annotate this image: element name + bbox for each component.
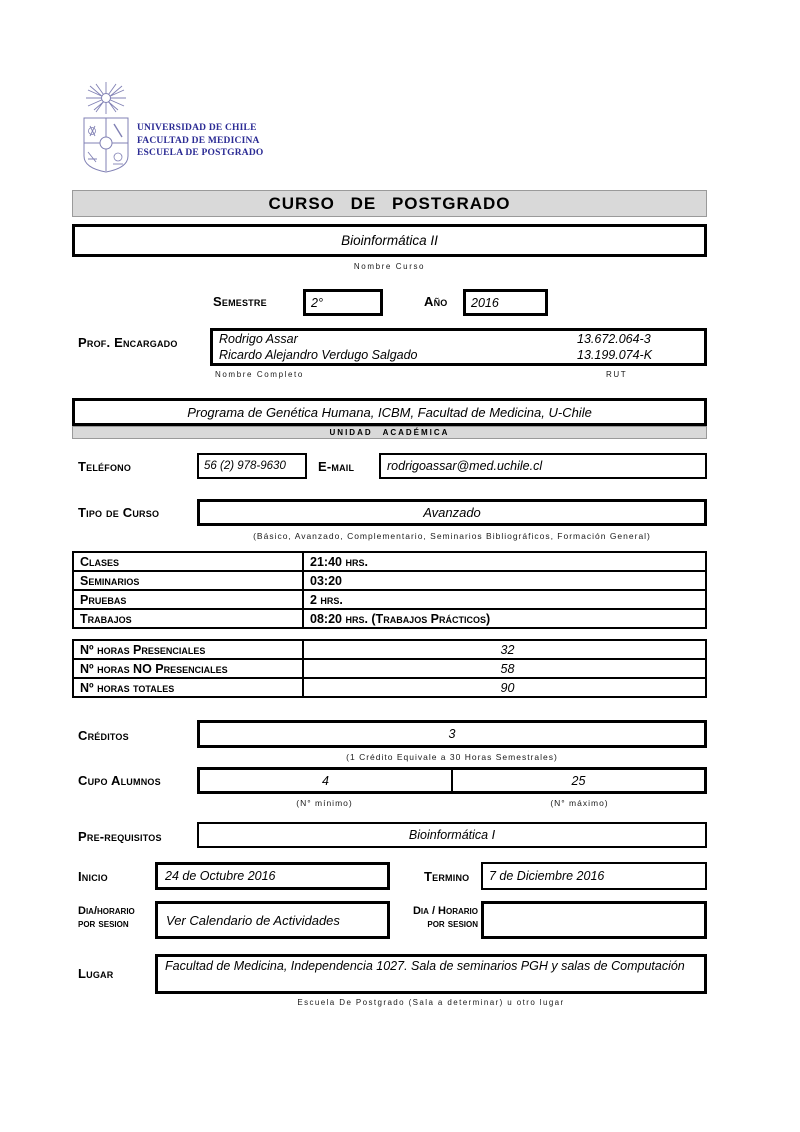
hours-row-label: Seminarios <box>72 570 304 591</box>
credits-value: 3 <box>448 727 456 741</box>
phone-value: 56 (2) 978-9630 <box>204 460 286 472</box>
semester-value: 2° <box>311 295 323 310</box>
semester-field: 2° <box>303 289 383 316</box>
table-row: Rodrigo Assar 13.672.064-3 <box>213 331 704 347</box>
hours-row-label: Pruebas <box>72 589 304 610</box>
table-row: Trabajos 08:20 hrs. (Trabajos Prácticos) <box>72 608 707 629</box>
schedule-value: Ver Calendario de Actividades <box>166 912 340 928</box>
phone-label: Teléfono <box>78 459 132 474</box>
presence-row-label: Nº horas totales <box>72 677 304 698</box>
quota-label: Cupo Alumnos <box>78 773 161 788</box>
course-type-label: Tipo de Curso <box>78 505 160 520</box>
location-label: Lugar <box>78 966 114 981</box>
schedule-label2-line2: por sesion <box>427 918 478 930</box>
university-name-line1: UNIVERSIDAD DE CHILE <box>137 123 257 133</box>
email-field: rodrigoassar@med.uchile.cl <box>379 453 707 479</box>
start-date-label: Inicio <box>78 869 108 884</box>
hours-row-value: 21:40 hrs. <box>302 551 707 572</box>
schedule-label-line2: por sesion <box>78 918 129 930</box>
start-date-value: 24 de Octubre 2016 <box>165 869 276 883</box>
schedule-label-line1: Dia/horario <box>78 905 135 917</box>
schedule-field: Ver Calendario de Actividades <box>155 901 390 939</box>
hours-table: Clases 21:40 hrs. Seminarios 03:20 Prueb… <box>72 551 707 629</box>
schedule-label-2: Dia / Horario por sesion <box>390 905 478 931</box>
university-name-line3: ESCUELA DE POSTGRADO <box>137 148 264 158</box>
presence-row-label: Nº horas NO Presenciales <box>72 658 304 679</box>
academic-unit-field: Programa de Genética Humana, ICBM, Facul… <box>72 398 707 426</box>
table-row: Nº horas NO Presenciales 58 <box>72 658 707 679</box>
year-label: Año <box>424 294 448 309</box>
prerequisites-value: Bioinformática I <box>408 828 496 842</box>
table-row: Nº horas Presenciales 32 <box>72 639 707 660</box>
quota-min-value: 4 <box>322 773 329 788</box>
course-type-value: Avanzado <box>423 505 481 520</box>
university-name-block: UNIVERSIDAD DE CHILE FACULTAD DE MEDICIN… <box>137 122 263 160</box>
university-crest-icon <box>76 80 136 175</box>
hours-row-value: 08:20 hrs. (Trabajos Prácticos) <box>302 608 707 629</box>
location-value: Facultad de Medicina, Independencia 1027… <box>165 959 685 973</box>
table-row: Pruebas 2 hrs. <box>72 589 707 610</box>
academic-unit-bar: UNIDAD ACADÉMICA <box>72 426 707 439</box>
course-name-field: Bioinformática II <box>72 224 707 257</box>
location-field: Facultad de Medicina, Independencia 1027… <box>155 954 707 994</box>
title-bar: CURSO DE POSTGRADO <box>72 190 707 217</box>
table-row: Nº horas totales 90 <box>72 677 707 698</box>
hours-row-label: Clases <box>72 551 304 572</box>
quota-max-value: 25 <box>571 773 586 788</box>
hours-row-value: 03:20 <box>302 570 707 591</box>
end-date-field: 7 de Diciembre 2016 <box>481 862 707 890</box>
prerequisites-field: Bioinformática I <box>197 822 707 848</box>
end-date-label: Termino <box>424 869 470 884</box>
credits-label: Créditos <box>78 728 129 743</box>
hours-row-label: Trabajos <box>72 608 304 629</box>
presence-row-value: 90 <box>302 677 707 698</box>
quota-field: 4 25 <box>197 767 707 794</box>
hours-row-value: 2 hrs. <box>302 589 707 610</box>
schedule-label2-line1: Dia / Horario <box>412 905 478 917</box>
schedule-label: Dia/horario por sesion <box>78 905 135 931</box>
quota-max-caption: (N° máximo) <box>550 798 609 808</box>
professor-rut: 13.199.074-K <box>577 348 653 362</box>
location-caption: Escuela De Postgrado (Sala a determinar)… <box>297 998 565 1007</box>
presence-row-label: Nº horas Presenciales <box>72 639 304 660</box>
quota-min-caption: (N° mínimo) <box>296 798 353 808</box>
phone-field: 56 (2) 978-9630 <box>197 453 307 479</box>
presence-row-value: 58 <box>302 658 707 679</box>
page-title: CURSO DE POSTGRADO <box>268 193 511 213</box>
professor-rut-caption: RUT <box>606 370 628 379</box>
presence-row-value: 32 <box>302 639 707 660</box>
course-type-field: Avanzado <box>197 499 707 526</box>
credits-caption: (1 Crédito Equivale a 30 Horas Semestral… <box>346 752 558 762</box>
email-value: rodrigoassar@med.uchile.cl <box>387 459 543 473</box>
professor-name-caption: Nombre Completo <box>215 370 304 379</box>
year-value: 2016 <box>471 295 499 310</box>
academic-unit-caption: UNIDAD ACADÉMICA <box>329 428 450 437</box>
academic-unit-value: Programa de Genética Humana, ICBM, Facul… <box>187 404 592 420</box>
professor-field: Rodrigo Assar 13.672.064-3 Ricardo Aleja… <box>210 328 707 366</box>
quota-min-cell: 4 <box>200 770 453 791</box>
university-name-line2: FACULTAD DE MEDICINA <box>137 135 260 146</box>
professor-name: Rodrigo Assar <box>219 332 298 346</box>
professor-rut: 13.672.064-3 <box>577 332 651 346</box>
semester-label: Semestre <box>213 294 267 309</box>
end-date-value: 7 de Diciembre 2016 <box>489 869 605 883</box>
course-name-value: Bioinformática II <box>341 233 438 248</box>
professor-label: Prof. Encargado <box>78 335 178 350</box>
schedule-field-2 <box>481 901 707 939</box>
course-name-caption: Nombre Curso <box>353 262 426 271</box>
professor-name: Ricardo Alejandro Verdugo Salgado <box>219 348 418 362</box>
year-field: 2016 <box>463 289 548 316</box>
presence-hours-table: Nº horas Presenciales 32 Nº horas NO Pre… <box>72 639 707 698</box>
table-row: Ricardo Alejandro Verdugo Salgado 13.199… <box>213 347 704 363</box>
table-row: Clases 21:40 hrs. <box>72 551 707 572</box>
table-row: Seminarios 03:20 <box>72 570 707 591</box>
prerequisites-label: Pre-requisitos <box>78 829 162 844</box>
start-date-field: 24 de Octubre 2016 <box>155 862 390 890</box>
course-type-caption: (Básico, Avanzado, Complementario, Semin… <box>253 531 651 541</box>
email-label: E-mail <box>318 459 355 474</box>
quota-max-cell: 25 <box>453 770 704 791</box>
credits-field: 3 <box>197 720 707 748</box>
